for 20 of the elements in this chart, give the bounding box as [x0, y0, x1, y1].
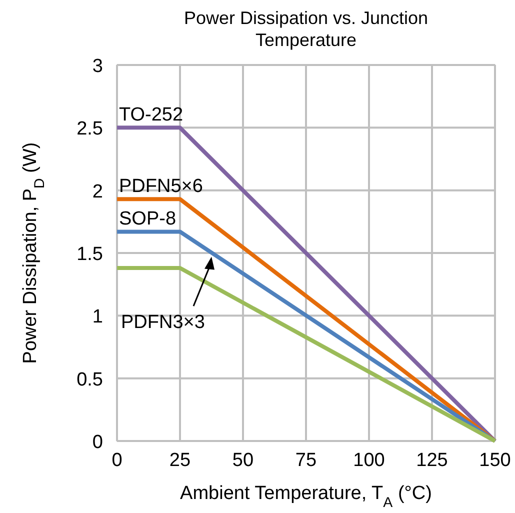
y-tick-label: 1 [92, 306, 103, 328]
y-tick-label: 2.5 [76, 118, 103, 140]
y-tick-label: 2 [92, 181, 103, 202]
y-tick-label: 1.5 [76, 244, 103, 265]
x-axis-title: Ambient Temperature, T$_{A}$ (°C) [180, 483, 432, 511]
series-label: PDFN5×6 [119, 176, 203, 198]
y-tick-label: 0.5 [76, 369, 103, 390]
chart-title: Power Dissipation vs. Junction Temperature [184, 8, 428, 50]
series-label: PDFN3×3 [121, 312, 205, 334]
x-tick-label: 125 [416, 450, 448, 471]
x-tick-label: 25 [169, 450, 191, 471]
x-tick-label: 50 [232, 450, 254, 471]
y-tick-label: 3 [92, 56, 103, 77]
x-tick-label: 75 [295, 450, 317, 471]
x-tick-label: 150 [479, 450, 511, 471]
x-tick-label: 100 [353, 450, 385, 471]
series-label: TO-252 [119, 104, 184, 126]
y-tick-label: 0 [92, 432, 103, 453]
series-label: SOP-8 [119, 208, 176, 230]
x-tick-label: 0 [112, 450, 122, 471]
